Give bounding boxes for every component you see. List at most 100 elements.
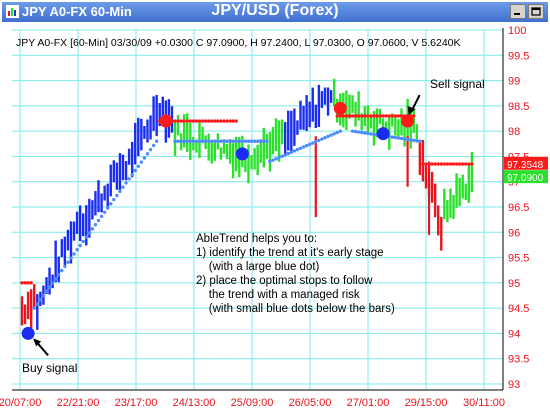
stop-dot	[210, 119, 214, 123]
stop-dot	[228, 119, 232, 123]
y-tick-label: 98.5	[508, 101, 529, 113]
stop-dot	[470, 162, 474, 166]
stop-dot	[427, 162, 431, 166]
sell-signal-dot	[333, 101, 347, 115]
price-label: 97.3548	[507, 160, 544, 171]
stop-dot	[369, 132, 373, 136]
stop-dot	[222, 119, 226, 123]
stop-dot	[356, 114, 361, 118]
stop-dot	[182, 119, 186, 123]
stop-dot	[274, 157, 278, 161]
price-chart: 9393.59494.59595.59696.59797.59898.59999…	[0, 22, 550, 420]
y-tick-label: 99.5	[508, 50, 529, 62]
stop-dot	[396, 114, 401, 118]
stop-dot	[412, 114, 416, 118]
stop-dot	[301, 145, 306, 149]
stop-dot	[268, 159, 272, 164]
price-label-box	[504, 170, 548, 184]
sell-signal-dot	[159, 114, 173, 128]
annotation-text-line: the trend with a managed risk	[196, 289, 360, 301]
stop-dot	[451, 162, 456, 166]
stop-dot	[335, 130, 339, 135]
stop-dot	[292, 149, 297, 153]
stop-dot	[176, 139, 180, 143]
stop-dot	[234, 119, 238, 123]
stop-dot	[390, 114, 395, 118]
stop-dot	[50, 281, 55, 285]
stop-dot	[124, 181, 128, 185]
stop-dot	[323, 136, 327, 140]
stop-dot	[188, 139, 193, 143]
stop-dot	[363, 114, 367, 118]
stop-dot	[225, 119, 229, 123]
stop-dot	[23, 281, 27, 285]
stop-dot	[234, 139, 238, 143]
stop-dot	[35, 302, 40, 306]
stop-dot	[93, 223, 98, 227]
stop-dot	[307, 142, 312, 147]
buy-signal-dot	[21, 326, 35, 340]
stop-dot	[60, 268, 64, 273]
buy-signal-arrowhead	[33, 338, 42, 347]
stop-dot	[399, 136, 404, 141]
stop-dot	[185, 139, 189, 143]
y-tick-label: 100	[508, 25, 526, 37]
stop-dot	[295, 147, 300, 152]
stop-dot	[338, 114, 342, 118]
stop-dot	[329, 133, 333, 137]
stop-dot	[213, 139, 217, 143]
sell-signal-label: Sell signal	[430, 77, 485, 91]
stop-dot	[84, 235, 88, 239]
y-tick-label: 95.5	[508, 253, 529, 265]
stop-dot	[109, 202, 113, 206]
stop-dot	[457, 162, 462, 166]
stop-dot	[173, 139, 177, 143]
stop-dot	[173, 119, 177, 123]
y-tick-label: 94	[508, 328, 520, 340]
stop-dot	[112, 197, 116, 202]
stop-dot	[366, 114, 370, 118]
stop-dot	[283, 153, 287, 157]
stop-dot	[188, 119, 193, 123]
stop-dot	[179, 119, 183, 123]
stop-dot	[96, 218, 101, 223]
stop-dot	[372, 132, 376, 137]
y-tick-label: 93.5	[508, 354, 529, 366]
stop-dot	[402, 137, 407, 141]
minimize-icon	[514, 13, 520, 15]
stop-dot	[369, 114, 373, 118]
x-tick-label: 26/05:00	[289, 397, 332, 409]
stop-dot	[464, 162, 468, 166]
minimize-button[interactable]	[510, 4, 526, 19]
stop-dot	[145, 152, 150, 156]
stop-dot	[105, 206, 110, 210]
stop-dot	[237, 139, 241, 143]
stop-dot	[344, 114, 349, 118]
stop-dot	[408, 138, 413, 142]
stop-dot	[366, 131, 370, 136]
buy-signal-dot	[376, 127, 390, 141]
stop-dot	[225, 139, 229, 143]
annotation-text-line: 2) place the optimal stops to follow	[196, 275, 373, 287]
stop-dot	[332, 132, 336, 136]
stop-dot	[363, 131, 367, 135]
stop-dot	[246, 139, 251, 143]
stop-dot	[460, 162, 465, 166]
y-tick-label: 99	[508, 76, 520, 88]
stop-dot	[191, 119, 196, 123]
y-tick-label: 94.5	[508, 303, 529, 315]
stop-dot	[262, 139, 266, 143]
y-tick-label: 95	[508, 278, 520, 290]
stop-dot	[115, 193, 119, 198]
stop-dot	[360, 114, 364, 118]
stop-dot	[442, 162, 447, 166]
annotation-text-line: (with small blue dots below the bars)	[196, 303, 395, 315]
maximize-button[interactable]	[528, 4, 544, 19]
stop-dot	[286, 151, 290, 156]
stop-dot	[210, 139, 214, 143]
stop-dot	[375, 114, 379, 118]
stop-dot	[228, 139, 232, 143]
stop-dot	[179, 139, 183, 143]
stop-dot	[182, 139, 186, 143]
